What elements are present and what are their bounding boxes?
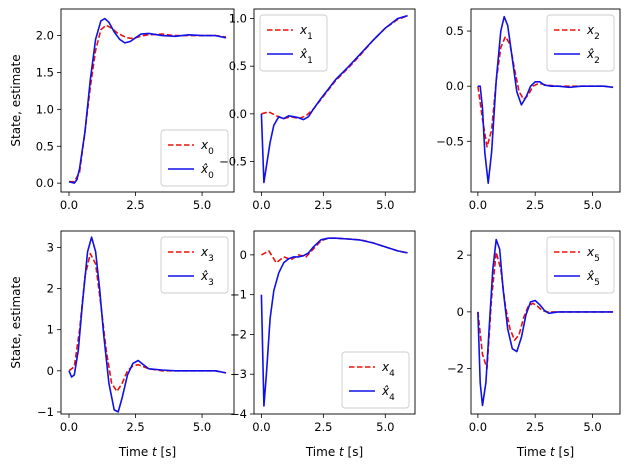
axes-frame <box>60 8 235 193</box>
y-tick-label: 0 <box>457 305 464 319</box>
y-tick-label: 0 <box>47 364 54 378</box>
legend-label: x4 <box>381 360 395 379</box>
y-tick-label: 0.5 <box>446 24 464 38</box>
x-tick-label: 2.5 <box>126 420 144 434</box>
legend-box <box>341 351 410 409</box>
x-tick-label: 5.0 <box>376 198 394 212</box>
y-tick-label: −2 <box>230 327 247 341</box>
true-state-line-3 <box>68 252 227 393</box>
legend-box <box>259 14 328 72</box>
x-tick-label: 0.0 <box>469 420 487 434</box>
estimate-line-1 <box>260 14 408 184</box>
x-tick-label: 5.0 <box>193 420 211 434</box>
legend-label: x̂3 <box>200 269 214 288</box>
legend: x4x̂4 <box>341 351 410 409</box>
y-tick-label: 2 <box>457 248 464 262</box>
y-tick-label: 0.0 <box>36 176 54 190</box>
y-tick-label: 3 <box>47 240 54 254</box>
y-tick-label: 0 <box>240 248 247 262</box>
legend: x0x̂0 <box>160 129 229 187</box>
true-state-line-0 <box>69 24 227 183</box>
y-tick-label: 1 <box>47 323 54 337</box>
legend-box <box>160 129 229 187</box>
y-tick-label: −4 <box>230 407 247 421</box>
y-tick-label: 2 <box>47 282 54 296</box>
legend-label: x2 <box>586 23 600 42</box>
y-tick-label: 1.0 <box>229 12 247 26</box>
legend-label: x̂2 <box>586 47 600 66</box>
y-tick-label: 0.5 <box>36 139 54 153</box>
x-tick-label: 5.0 <box>193 198 211 212</box>
true-state-line-4 <box>261 237 408 264</box>
y-tick-label: 1.0 <box>36 102 54 116</box>
legend-label: x3 <box>200 245 214 264</box>
subplot-3: 0.0 2.5 5.0 −1 0 1 2 3 State, estimate Time t [s]… <box>9 230 235 459</box>
y-axis-label: State, estimate <box>9 54 23 146</box>
legend: x2x̂2 <box>546 14 615 72</box>
legend-box <box>160 236 229 294</box>
y-tick-label: −1 <box>37 405 54 419</box>
y-tick-label: −1 <box>230 288 247 302</box>
subplot-2: 0.0 2.5 5.0−0.50.00.5 x2x̂2 <box>436 8 621 212</box>
estimate-line-0 <box>68 17 227 184</box>
legend-label: x5 <box>586 245 600 264</box>
x-tick-label: 2.5 <box>526 420 544 434</box>
axes-frame <box>253 8 416 193</box>
subplot-0: 0.0 2.5 5.0 0.0 0.5 1.0 1.5 2.0 State, estimate x… <box>9 8 235 212</box>
legend-box <box>546 236 615 294</box>
y-tick-label: 0.5 <box>229 59 247 73</box>
legend-box <box>546 14 615 72</box>
estimate-line-4 <box>260 237 408 407</box>
legend-label: x̂5 <box>586 269 600 288</box>
x-tick-label: 2.5 <box>526 198 544 212</box>
y-tick-label: −3 <box>230 367 247 381</box>
x-tick-label: 5.0 <box>376 420 394 434</box>
estimate-line-2 <box>477 15 614 184</box>
y-axis-label: State, estimate <box>9 276 23 368</box>
legend-label: x̂1 <box>299 47 313 66</box>
legend-label: x1 <box>299 23 313 42</box>
x-axis-label: Time t [s] <box>118 445 176 459</box>
legend-label: x0 <box>200 138 214 157</box>
x-tick-label: 0.0 <box>469 198 487 212</box>
legend-label: x̂0 <box>200 162 214 181</box>
x-tick-label: 0.0 <box>60 198 78 212</box>
axes-frame <box>253 230 416 415</box>
x-tick-label: 2.5 <box>314 198 332 212</box>
legend-label: x̂4 <box>381 384 395 403</box>
y-tick-label: 2.0 <box>36 29 54 43</box>
legend: x3x̂3 <box>160 236 229 294</box>
legend: x1x̂1 <box>259 14 328 72</box>
y-tick-label: −0.5 <box>219 155 247 169</box>
estimate-line-3 <box>68 236 227 413</box>
estimate-line-5 <box>477 238 614 407</box>
x-tick-label: 5.0 <box>583 198 601 212</box>
x-tick-label: 0.0 <box>252 420 270 434</box>
axes-frame <box>60 230 235 415</box>
x-axis-label: Time t [s] <box>305 445 363 459</box>
axes-frame <box>470 8 621 193</box>
x-tick-label: 0.0 <box>60 420 78 434</box>
y-tick-label: −2 <box>447 362 464 376</box>
x-axis-label: Time t [s] <box>516 445 574 459</box>
x-tick-label: 2.5 <box>314 420 332 434</box>
x-tick-label: 0.0 <box>252 198 270 212</box>
y-tick-label: 0.0 <box>229 107 247 121</box>
legend: x5x̂5 <box>546 236 615 294</box>
x-tick-label: 5.0 <box>583 420 601 434</box>
x-tick-label: 2.5 <box>126 198 144 212</box>
y-tick-label: −0.5 <box>436 134 464 148</box>
y-tick-label: 1.5 <box>36 65 54 79</box>
y-tick-label: 0.0 <box>446 79 464 93</box>
axes-frame <box>470 230 621 415</box>
